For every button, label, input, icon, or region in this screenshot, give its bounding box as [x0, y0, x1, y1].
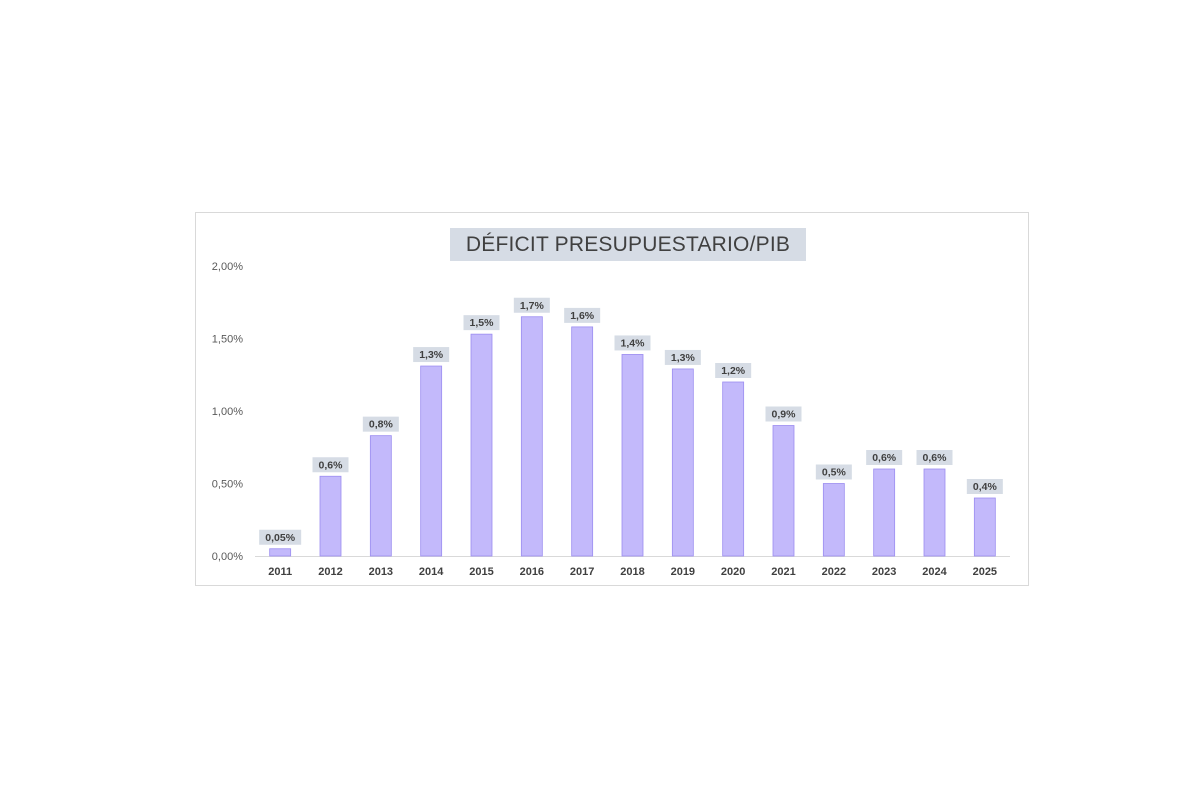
- data-label: 1,7%: [520, 300, 545, 312]
- data-label: 1,2%: [721, 365, 746, 377]
- bar-2019: [671, 368, 694, 557]
- data-label: 0,6%: [923, 452, 948, 464]
- bar-2012: [319, 475, 342, 557]
- data-label: 0,6%: [319, 459, 344, 471]
- data-label: 0,9%: [772, 409, 797, 421]
- bar-2016: [520, 316, 543, 557]
- x-tick-label: 2016: [520, 566, 544, 578]
- y-tick-label: 1,50%: [212, 334, 243, 346]
- data-label: 1,6%: [570, 310, 595, 322]
- data-label-box: [362, 416, 399, 432]
- data-label: 0,4%: [973, 481, 998, 493]
- data-label: 0,5%: [822, 467, 847, 479]
- data-label-box: [463, 315, 500, 331]
- data-label-box: [815, 464, 852, 480]
- bar-2011: [269, 548, 292, 557]
- bar-2024: [923, 468, 946, 557]
- chart-title: DÉFICIT PRESUPUESTARIO/PIB: [450, 228, 806, 261]
- bar-2025: [973, 497, 996, 557]
- data-label: 0,6%: [872, 452, 897, 464]
- x-tick-label: 2023: [872, 566, 896, 578]
- y-tick-label: 0,50%: [212, 479, 243, 491]
- bar-2020: [722, 381, 745, 557]
- data-label-box: [259, 529, 302, 545]
- y-tick-label: 2,00%: [212, 261, 243, 273]
- y-tick-label: 0,00%: [212, 551, 243, 563]
- data-label-box: [413, 347, 450, 363]
- data-label: 0,05%: [265, 532, 295, 544]
- x-tick-label: 2019: [671, 566, 695, 578]
- x-tick-label: 2014: [419, 566, 444, 578]
- x-tick-label: 2012: [318, 566, 342, 578]
- x-tick-label: 2018: [620, 566, 644, 578]
- x-tick-label: 2017: [570, 566, 594, 578]
- data-label: 1,3%: [671, 352, 696, 364]
- bar-2021: [772, 425, 795, 557]
- bar-2014: [420, 365, 443, 557]
- data-label: 1,3%: [419, 349, 444, 361]
- data-label: 1,4%: [621, 337, 646, 349]
- y-tick-label: 1,00%: [212, 406, 243, 418]
- x-tick-label: 2021: [771, 566, 795, 578]
- x-tick-label: 2011: [268, 566, 292, 578]
- bar-2022: [822, 483, 845, 557]
- x-tick-label: 2024: [922, 566, 947, 578]
- bar-2015: [470, 333, 493, 557]
- bar-2017: [571, 326, 594, 557]
- data-label-box: [765, 406, 802, 422]
- data-label-box: [564, 307, 601, 323]
- x-tick-label: 2020: [721, 566, 745, 578]
- data-label-box: [916, 450, 953, 465]
- x-tick-label: 2013: [369, 566, 393, 578]
- bar-2018: [621, 354, 644, 557]
- data-label: 0,8%: [369, 419, 394, 431]
- data-label-box: [312, 457, 349, 473]
- bar-2023: [873, 468, 896, 557]
- data-label-box: [664, 349, 701, 365]
- data-label-box: [614, 335, 651, 351]
- data-label-box: [866, 450, 903, 465]
- x-tick-label: 2015: [469, 566, 493, 578]
- x-tick-label: 2025: [973, 566, 997, 578]
- data-label-box: [715, 363, 752, 378]
- data-label: 1,5%: [470, 317, 495, 329]
- x-tick-label: 2022: [822, 566, 846, 578]
- data-label-box: [513, 297, 550, 313]
- bar-2013: [369, 435, 392, 557]
- data-label-box: [966, 479, 1003, 494]
